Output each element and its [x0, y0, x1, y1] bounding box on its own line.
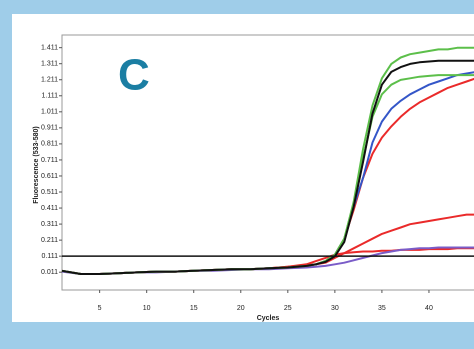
y-tick-label: 1.211 — [41, 77, 58, 84]
x-tick-label: 40 — [425, 305, 433, 312]
y-tick-label: 1.011 — [41, 109, 58, 116]
y-tick-label: 0.611 — [41, 173, 58, 180]
x-tick-label: 35 — [378, 305, 386, 312]
series-line — [61, 59, 474, 275]
x-tick-label: 5 — [98, 305, 102, 312]
y-tick-label: 0.011 — [41, 269, 58, 276]
y-tick-label: 0.911 — [41, 125, 58, 132]
panel — [12, 14, 474, 322]
x-axis-label: Cycles — [257, 315, 280, 322]
y-tick-label: 0.111 — [42, 253, 59, 260]
x-tick-label: 10 — [143, 305, 151, 312]
y-tick-label: 0.711 — [41, 157, 58, 164]
y-tick-label: 0.511 — [41, 189, 58, 196]
y-tick-label: 1.111 — [42, 93, 59, 100]
panel-label: C — [118, 51, 150, 100]
y-tick-label: 1.411 — [41, 45, 58, 52]
y-tick-label: 0.311 — [41, 221, 58, 228]
y-tick-label: 0.211 — [41, 237, 58, 244]
x-tick-label: 30 — [331, 305, 339, 312]
x-tick-label: 25 — [284, 305, 292, 312]
y-axis-label: Fluorescence (533-580) — [33, 126, 40, 203]
y-tick-label: 1.311 — [41, 61, 58, 68]
x-tick-label: 20 — [237, 305, 245, 312]
plot-frame — [61, 34, 474, 291]
y-tick-label: 0.811 — [41, 141, 58, 148]
y-tick-label: 0.411 — [41, 205, 58, 212]
x-tick-label: 15 — [190, 305, 198, 312]
